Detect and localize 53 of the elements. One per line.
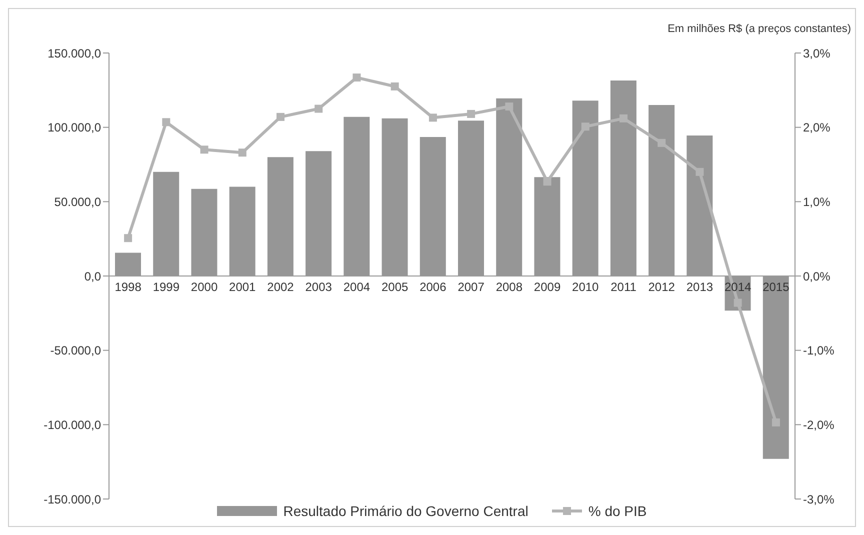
x-tick-label: 2002	[267, 280, 294, 294]
point	[238, 148, 246, 157]
y-tick-label: 150.000,0	[48, 46, 102, 60]
point	[620, 114, 628, 122]
y2-tick-label: -1,0%	[803, 344, 835, 358]
point	[772, 418, 780, 426]
point	[696, 168, 704, 176]
y2-tick-label: -2,0%	[803, 418, 835, 432]
x-tick-label: 2000	[190, 280, 218, 294]
x-tick-label: 2006	[420, 280, 447, 294]
point	[428, 114, 437, 122]
point	[543, 178, 552, 186]
point	[200, 146, 208, 154]
legend-label: % do PIB	[588, 503, 647, 519]
x-tick-label: 2007	[458, 280, 485, 294]
y-tick-label: 100.000,0	[48, 120, 102, 135]
x-tick-label: 2001	[229, 280, 256, 294]
y-tick-label: -100.000,0	[44, 418, 102, 432]
y-tick-label: -50.000,0	[50, 344, 102, 358]
point	[314, 104, 323, 113]
point	[467, 110, 476, 118]
x-tick-label: 1999	[152, 280, 180, 294]
legend-label: Resultado Primário do Governo Central	[283, 503, 528, 519]
x-tick-label: 2015	[762, 280, 790, 294]
point	[734, 298, 742, 307]
text: Em milhões R$ (a preços constantes)	[668, 23, 851, 35]
x-tick-label: 2012	[648, 280, 676, 294]
y2-tick-label: -3,0%	[803, 492, 835, 506]
x-tick-label: 2005	[381, 280, 409, 294]
point	[124, 234, 132, 242]
x-tick-label: 2011	[610, 280, 637, 294]
point	[581, 122, 590, 131]
x-tick-label: 2013	[686, 280, 714, 294]
point	[276, 112, 284, 121]
y-tick-label: 50.000,0	[54, 194, 102, 209]
x-tick-label: 2003	[305, 280, 332, 294]
x-tick-label: 2014	[724, 280, 752, 294]
y-tick-label: -150.000,0	[44, 492, 102, 506]
y2-tick-label: 2,0%	[803, 120, 831, 135]
y2-tick-label: 3,0%	[803, 46, 831, 60]
x-tick-label: 2009	[534, 280, 561, 294]
y2-tick-label: 0,0%	[803, 269, 831, 284]
point	[352, 74, 361, 82]
point	[390, 82, 399, 90]
point	[658, 138, 666, 147]
x-tick-label: 1998	[114, 280, 142, 294]
y-tick-label: 0,0	[84, 269, 102, 284]
point	[162, 118, 170, 126]
x-tick-label: 2010	[572, 280, 600, 294]
point	[505, 102, 514, 111]
y2-tick-label: 1,0%	[803, 194, 831, 209]
x-tick-label: 2008	[496, 280, 523, 294]
x-tick-label: 2004	[343, 280, 370, 294]
